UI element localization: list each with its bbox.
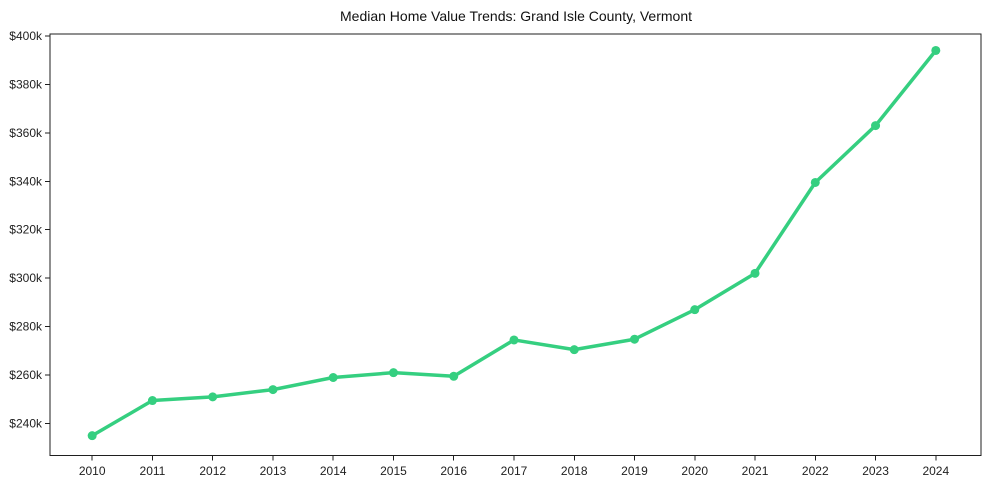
- y-tick-label: $340k: [9, 174, 43, 188]
- data-point-2015: [388, 368, 398, 378]
- axes-layer: $240k $260k $280k $300k $320k $340k $360k $380k…: [9, 29, 982, 478]
- data-point-2018: [569, 345, 579, 355]
- data-point-2019: [630, 334, 640, 344]
- x-tick-label: 2014: [320, 464, 347, 478]
- x-tick-label: 2024: [922, 464, 949, 478]
- data-point-2024: [931, 45, 941, 55]
- x-tick-label: 2015: [380, 464, 407, 478]
- data-point-2020: [690, 305, 700, 315]
- data-point-2013: [268, 385, 278, 395]
- data-point-2022: [810, 177, 820, 187]
- data-point-2017: [509, 335, 519, 345]
- y-tick-label: $280k: [9, 320, 43, 334]
- y-tick-label: $300k: [9, 271, 43, 285]
- y-tick-label: $380k: [9, 77, 43, 91]
- x-tick-label: 2010: [79, 464, 106, 478]
- plot-area: [49, 33, 982, 456]
- data-point-2023: [871, 121, 881, 131]
- y-tick-label: $360k: [9, 126, 43, 140]
- y-tick-label: $240k: [9, 417, 43, 431]
- data-point-2021: [750, 268, 760, 278]
- chart-title: Median Home Value Trends: Grand Isle Cou…: [340, 8, 692, 24]
- x-tick-label: 2011: [140, 464, 166, 478]
- data-point-2010: [87, 431, 97, 441]
- x-tick-label: 2020: [681, 464, 708, 478]
- x-tick-label: 2023: [862, 464, 889, 478]
- y-tick-label: $260k: [9, 368, 43, 382]
- data-point-2016: [449, 371, 459, 381]
- data-point-2012: [208, 392, 218, 402]
- x-tick-label: 2022: [802, 464, 829, 478]
- x-tick-label: 2012: [199, 464, 226, 478]
- data-point-2014: [328, 372, 338, 382]
- x-tick-label: 2016: [440, 464, 467, 478]
- x-tick-label: 2017: [501, 464, 528, 478]
- x-tick-label: 2019: [621, 464, 648, 478]
- y-tick-label: $320k: [9, 223, 43, 237]
- series-layer: [87, 45, 941, 441]
- y-tick-label: $400k: [9, 29, 43, 43]
- x-tick-label: 2021: [742, 464, 769, 478]
- data-point-2011: [147, 396, 157, 406]
- x-tick-label: 2013: [260, 464, 287, 478]
- x-tick-label: 2018: [561, 464, 588, 478]
